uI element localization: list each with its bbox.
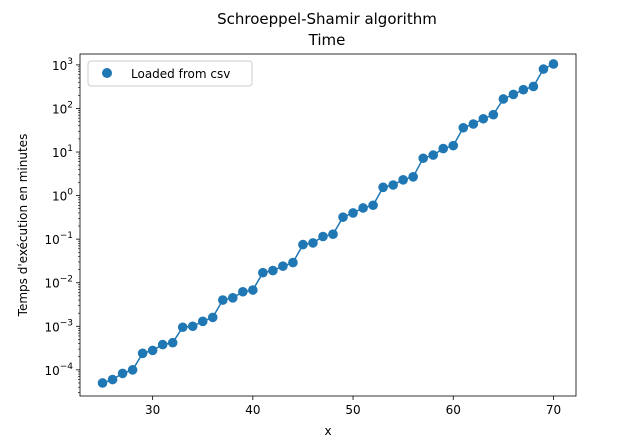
data-point xyxy=(368,200,378,211)
data-point xyxy=(398,175,408,185)
data-point xyxy=(137,348,148,359)
plot-area xyxy=(80,54,576,396)
y-tick-label: 10−2 xyxy=(44,275,73,291)
data-point xyxy=(478,113,489,124)
data-points xyxy=(97,59,559,388)
x-tick-label: 40 xyxy=(245,403,260,417)
data-point xyxy=(318,231,328,242)
legend-box xyxy=(87,60,253,87)
data-point xyxy=(147,345,158,356)
data-point xyxy=(458,122,469,133)
data-point xyxy=(107,374,118,385)
y-tick-label: 103 xyxy=(52,57,73,73)
data-point xyxy=(348,208,358,218)
legend-marker xyxy=(102,68,112,78)
y-tick-label: 10−1 xyxy=(44,231,73,247)
data-point xyxy=(97,378,108,388)
data-point xyxy=(217,295,228,305)
x-axis: 30 40 50 60 70 xyxy=(145,396,561,417)
data-point xyxy=(308,238,318,248)
chart-title: Schroeppel-Shamir algorithm xyxy=(217,10,437,28)
data-point xyxy=(508,89,519,100)
data-point xyxy=(127,365,138,375)
legend-entry-label: Loaded from csv xyxy=(131,67,230,81)
data-point xyxy=(268,265,278,276)
data-point xyxy=(548,59,559,69)
x-axis-label: x xyxy=(324,424,331,438)
y-tick-label: 102 xyxy=(52,100,73,116)
data-point xyxy=(378,182,388,193)
data-point xyxy=(328,229,338,239)
data-point xyxy=(428,150,439,160)
data-point xyxy=(408,172,418,182)
data-point xyxy=(258,267,268,278)
x-tick-label: 70 xyxy=(546,403,561,417)
data-point xyxy=(498,94,509,104)
data-point xyxy=(358,203,368,213)
data-point xyxy=(157,339,168,350)
data-point xyxy=(538,64,549,74)
data-point xyxy=(488,109,499,120)
data-point xyxy=(438,143,449,154)
data-point xyxy=(248,285,258,295)
data-point xyxy=(468,119,479,129)
y-tick-label: 101 xyxy=(52,144,73,160)
x-tick-label: 30 xyxy=(145,403,160,417)
data-point xyxy=(298,239,308,250)
data-point xyxy=(228,293,238,303)
data-point xyxy=(278,261,288,271)
data-point xyxy=(197,316,208,327)
data-point xyxy=(177,322,188,333)
x-tick-label: 60 xyxy=(446,403,461,417)
plot-frame xyxy=(79,53,577,397)
y-tick-label: 10−4 xyxy=(44,362,73,378)
y-tick-label: 100 xyxy=(52,188,73,204)
y-tick-label: 10−3 xyxy=(44,318,73,334)
y-axis: 10−4 10−3 10−2 10−1 100 101 102 103 xyxy=(44,57,80,393)
series-line xyxy=(102,63,554,384)
data-point xyxy=(207,312,218,323)
data-point xyxy=(117,368,128,379)
data-point xyxy=(187,321,198,332)
series-line-group xyxy=(102,63,554,384)
legend: Loaded from csv xyxy=(87,60,253,87)
data-point xyxy=(167,337,178,348)
data-point xyxy=(518,84,529,95)
data-point xyxy=(388,180,398,190)
data-point xyxy=(528,81,539,92)
x-tick-label: 50 xyxy=(345,403,360,417)
data-point xyxy=(288,257,298,268)
data-point xyxy=(418,153,428,164)
data-point xyxy=(448,140,459,151)
data-point xyxy=(238,286,248,297)
y-axis-label: Temps d'exécution en minutes xyxy=(16,134,30,318)
data-point xyxy=(338,212,348,222)
chart-subtitle: Time xyxy=(308,31,346,49)
